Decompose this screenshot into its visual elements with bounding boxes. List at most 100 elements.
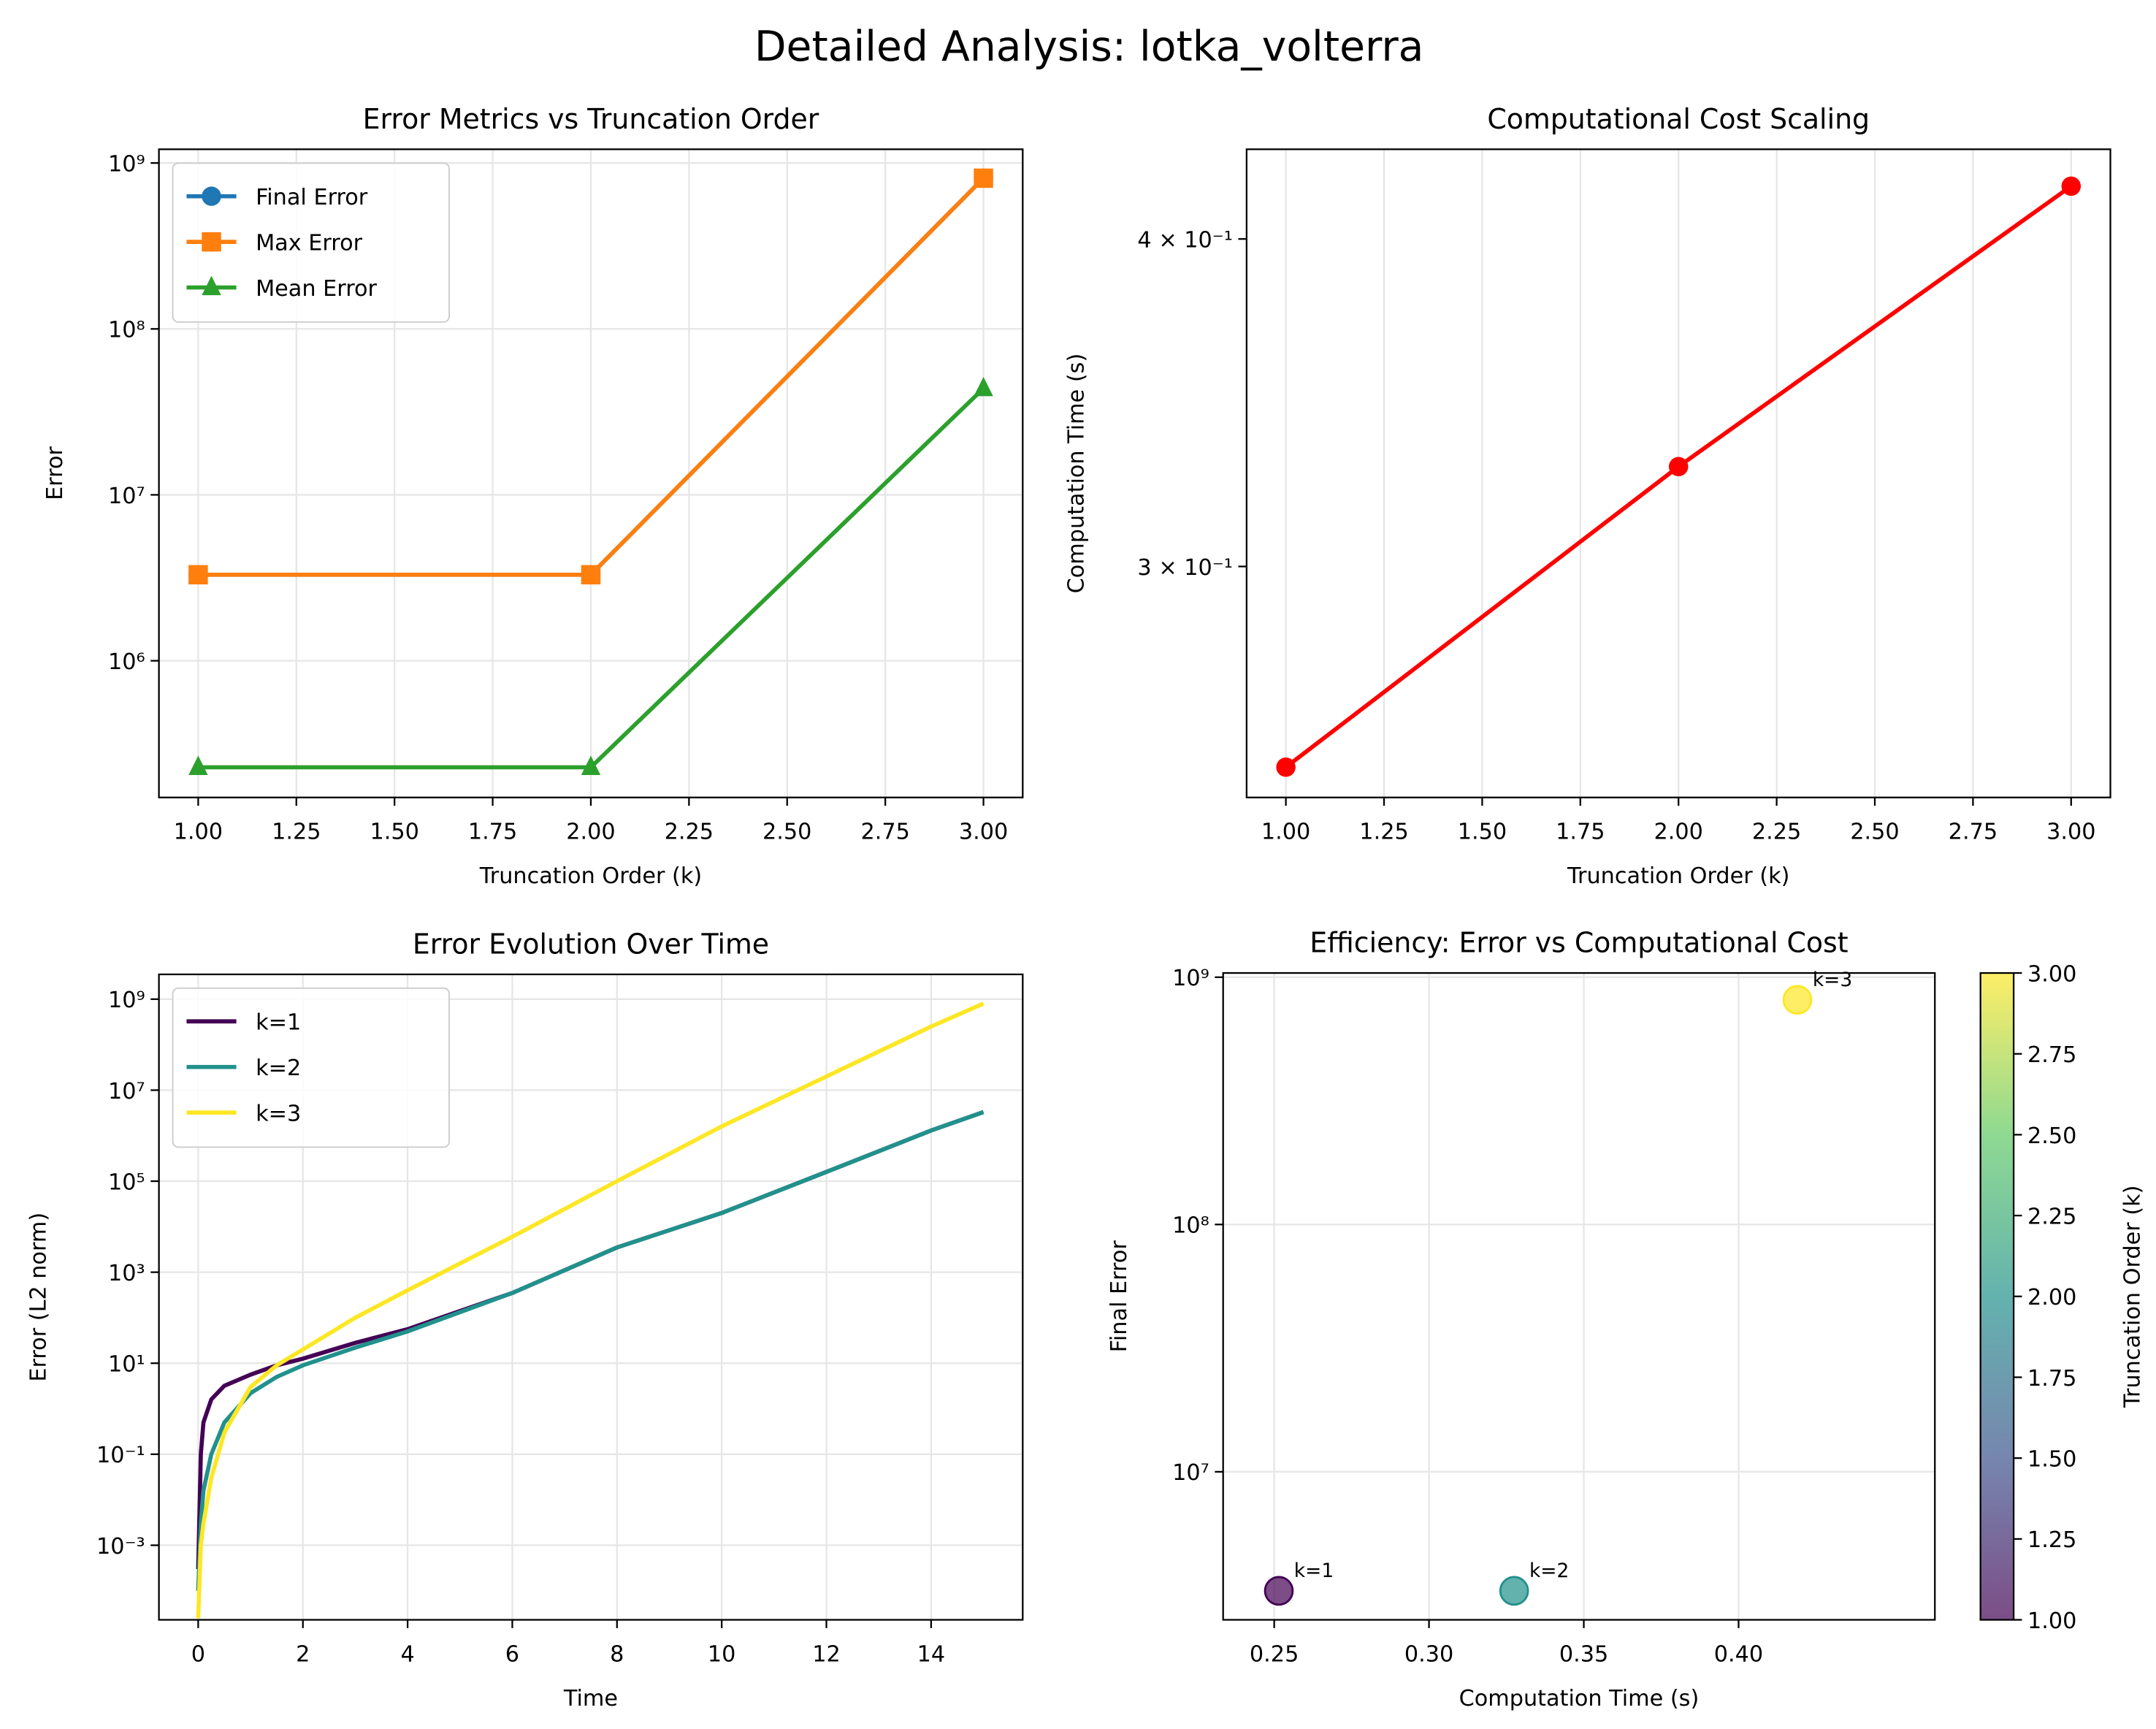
marker [2061, 176, 2082, 196]
x-tick-label: 0.40 [1714, 1641, 1763, 1667]
line [196, 1110, 985, 1591]
y-tick-label: 10⁷ [1172, 1460, 1209, 1486]
x-tick-label: 12 [812, 1641, 841, 1667]
legend-box [172, 987, 450, 1148]
y-tick-label: 10⁷ [108, 484, 145, 509]
point-label: k=3 [1813, 969, 1852, 991]
x-tick-label: 2.00 [566, 819, 615, 844]
chart-title: Error Evolution Over Time [413, 928, 769, 961]
y-tick-label: 10⁸ [1172, 1213, 1209, 1239]
legend-label: Mean Error [256, 276, 377, 302]
x-tick-label: 2.00 [1654, 819, 1703, 844]
y-axis-label: Error [42, 446, 68, 500]
x-tick-label: 2.25 [1752, 819, 1801, 844]
x-tick-label: 1.00 [1261, 819, 1310, 844]
y-tick-label: 10⁶ [108, 649, 145, 675]
legend-label: Max Error [256, 230, 363, 256]
colorbar-tick-label: 2.25 [2027, 1204, 2076, 1229]
x-axis-label: Truncation Order (k) [479, 863, 702, 889]
y-axis-label: Computation Time (s) [1064, 354, 1090, 594]
marker [188, 565, 208, 585]
colorbar-tick-label: 2.00 [2027, 1285, 2076, 1310]
y-tick-label: 10³ [108, 1261, 145, 1286]
chart-title: Efficiency: Error vs Computational Cost [1310, 927, 1848, 959]
marker [974, 376, 993, 397]
legend-label: k=1 [256, 1010, 301, 1036]
y-tick-label: 10⁹ [108, 152, 145, 178]
colorbar-tick-label: 1.25 [2027, 1527, 2076, 1553]
x-tick-label: 0 [191, 1641, 205, 1667]
marker [1668, 457, 1689, 477]
figure-title: Detailed Analysis: lotka_volterra [754, 23, 1424, 71]
x-tick-label: 1.00 [174, 819, 223, 844]
axes-frame [1245, 148, 2111, 798]
x-tick-label: 1.25 [272, 819, 321, 844]
x-tick-label: 3.00 [959, 819, 1008, 844]
y-tick-label: 10⁻³ [96, 1534, 145, 1560]
point-label: k=2 [1529, 1560, 1569, 1582]
x-tick-label: 1.50 [1458, 819, 1507, 844]
legend-box [172, 162, 450, 323]
marker [202, 186, 221, 206]
chart-title: Error Metrics vs Truncation Order [363, 103, 819, 135]
x-tick-label: 6 [505, 1641, 519, 1667]
legend-label: k=2 [256, 1056, 301, 1081]
y-tick-label: 10⁹ [1172, 966, 1209, 991]
chart-title: Computational Cost Scaling [1487, 103, 1870, 135]
y-tick-label: 10¹ [108, 1352, 145, 1378]
axes-frame [158, 973, 1024, 1621]
colorbar-tick-label: 1.50 [2027, 1447, 2076, 1473]
y-tick-label: 10⁷ [108, 1079, 145, 1104]
marker [1276, 757, 1296, 777]
y-axis-label: Final Error [1106, 1240, 1132, 1353]
x-tick-label: 2.25 [665, 819, 714, 844]
colorbar-tick-label: 1.00 [2027, 1608, 2076, 1634]
marker [581, 565, 601, 585]
y-tick-label: 10⁵ [108, 1169, 145, 1195]
x-tick-label: 0.25 [1250, 1641, 1299, 1667]
line [196, 1001, 985, 1619]
colorbar-tick-label: 1.75 [2027, 1366, 2076, 1392]
marker [202, 232, 221, 252]
x-tick-label: 1.75 [468, 819, 517, 844]
x-tick-label: 0.30 [1404, 1641, 1453, 1667]
axes-frame [1222, 972, 1936, 1621]
y-tick-label: 10⁹ [108, 988, 145, 1013]
y-tick-label: 3 × 10⁻¹ [1137, 555, 1232, 581]
y-axis-label: Error (L2 norm) [26, 1213, 51, 1382]
marker [188, 755, 208, 776]
colorbar-label: Truncation Order (k) [2119, 1186, 2145, 1408]
marker [974, 168, 993, 188]
colorbar-tick-label: 2.50 [2027, 1123, 2076, 1149]
y-tick-label: 10⁻¹ [96, 1443, 145, 1468]
x-tick-label: 2.50 [762, 819, 811, 844]
x-tick-label: 3.00 [2046, 819, 2095, 844]
x-tick-label: 0.35 [1559, 1641, 1608, 1667]
x-tick-label: 10 [708, 1641, 736, 1667]
x-tick-label: 8 [610, 1641, 624, 1667]
marker [581, 755, 601, 776]
x-tick-label: 1.50 [370, 819, 418, 844]
colorbar-tick-label: 3.00 [2027, 961, 2076, 987]
x-axis-label: Computation Time (s) [1459, 1686, 1700, 1711]
x-axis-label: Time [563, 1686, 618, 1711]
x-tick-label: 1.75 [1556, 819, 1605, 844]
marker [202, 275, 221, 296]
x-tick-label: 4 [400, 1641, 414, 1667]
legend-label: k=3 [256, 1101, 301, 1126]
point [1782, 985, 1813, 1015]
legend-label: Final Error [256, 185, 368, 210]
x-tick-label: 2 [296, 1641, 310, 1667]
colorbar-tick-label: 2.75 [2027, 1042, 2076, 1068]
x-axis-label: Truncation Order (k) [1567, 863, 1789, 889]
point [1499, 1576, 1529, 1606]
x-tick-label: 2.75 [1949, 819, 1998, 844]
axes-frame [158, 148, 1024, 798]
colorbar [1979, 972, 2015, 1621]
x-tick-label: 2.50 [1850, 819, 1899, 844]
y-tick-label: 10⁸ [108, 318, 145, 343]
y-tick-label: 4 × 10⁻¹ [1137, 228, 1232, 253]
x-tick-label: 2.75 [860, 819, 909, 844]
